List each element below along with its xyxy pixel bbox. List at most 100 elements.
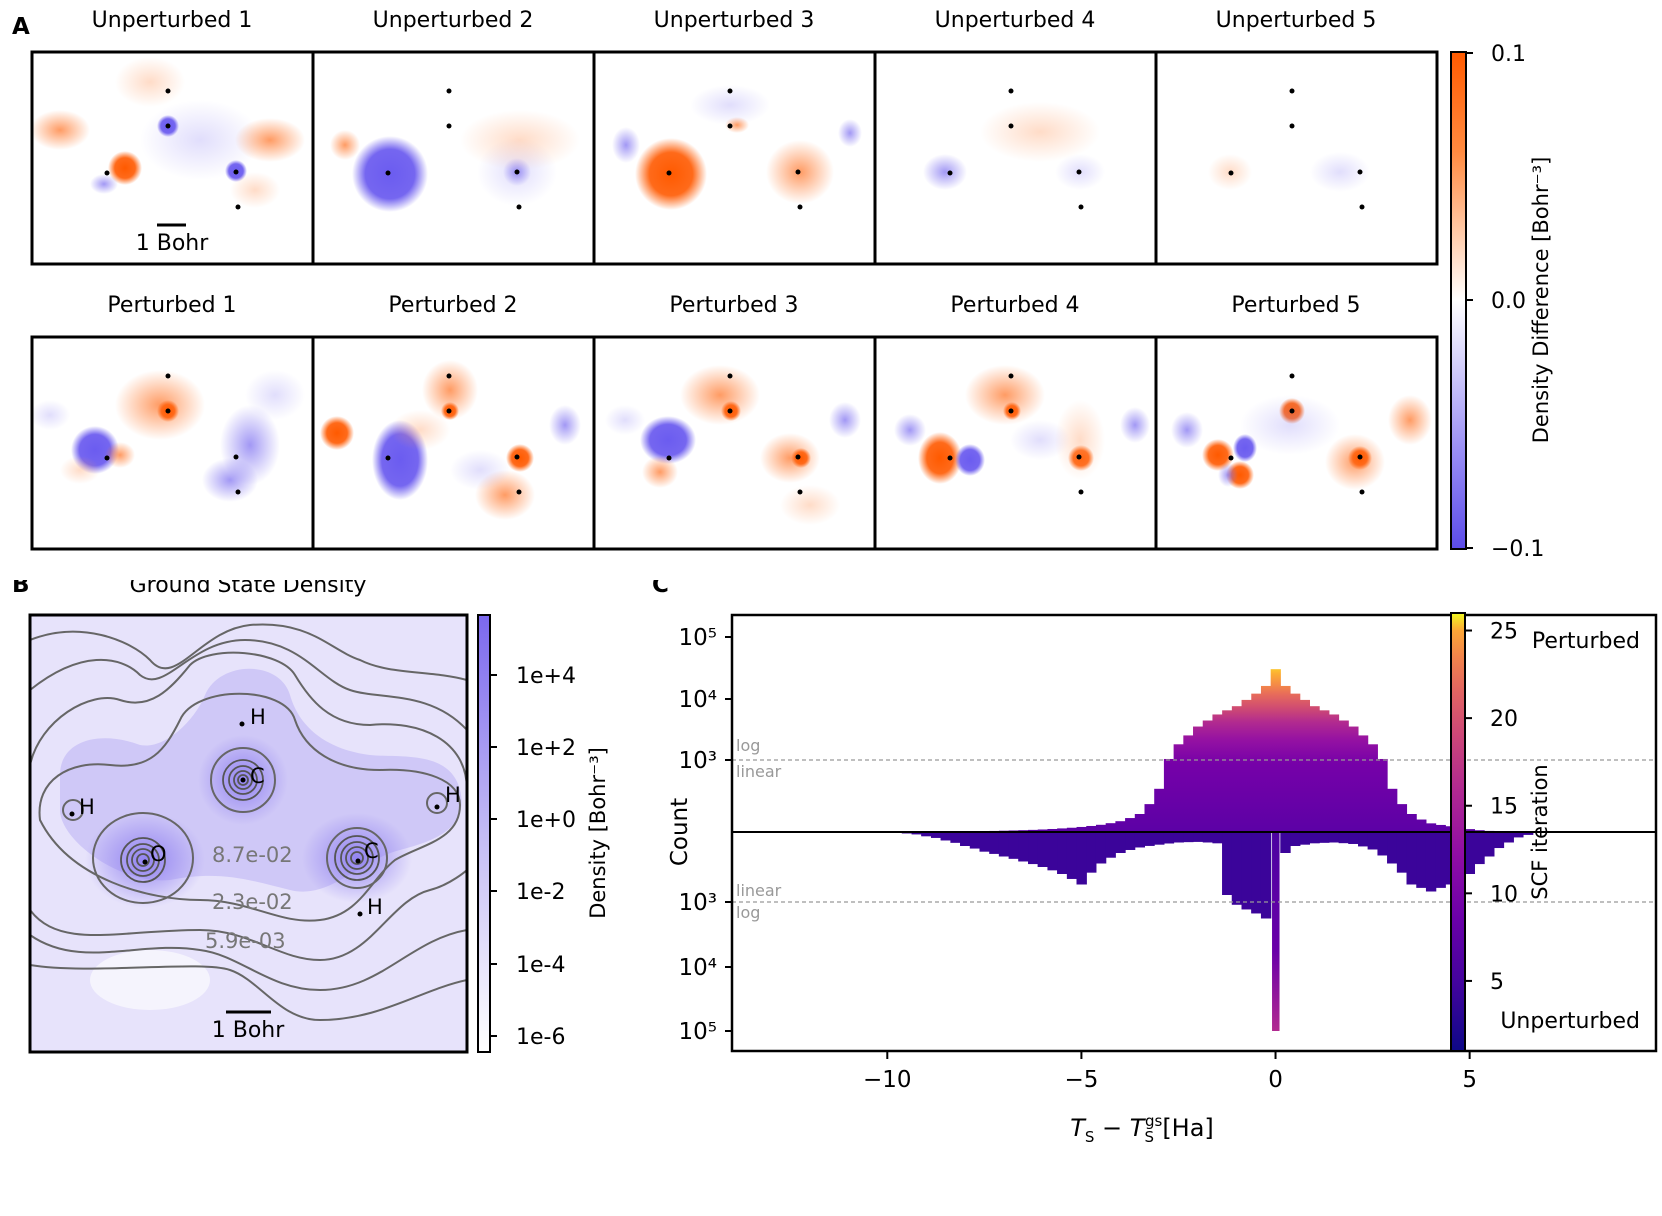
scale-label-bottom-linear: linear bbox=[736, 881, 782, 900]
atom-dot bbox=[666, 455, 672, 461]
contour-label-2: 2.3e-02 bbox=[212, 890, 293, 914]
perturbed-title-3: Perturbed 3 bbox=[669, 293, 798, 318]
x-tick-label: −10 bbox=[863, 1067, 912, 1093]
scale-label-top-linear: linear bbox=[736, 762, 782, 781]
perturbed-bar bbox=[1047, 828, 1058, 832]
density-difference-colorbar bbox=[1450, 51, 1467, 550]
unperturbed-bar bbox=[1425, 832, 1437, 892]
panel-a: A Unperturbed 1 Unperturbed 2 Unperturbe… bbox=[12, 8, 1553, 562]
unperturbed-bar bbox=[1290, 832, 1301, 846]
atom-dot bbox=[795, 169, 801, 175]
unperturbed-map-4 bbox=[923, 102, 1105, 190]
atom-dot bbox=[1008, 123, 1014, 129]
unperturbed-bar bbox=[1377, 832, 1388, 856]
y-tick-bottom-1e4: 10⁴ bbox=[679, 955, 718, 981]
y-tick-bottom-1e5: 10⁵ bbox=[679, 1019, 718, 1045]
x-tick-label: 0 bbox=[1268, 1067, 1283, 1093]
annotation-unperturbed: Unperturbed bbox=[1500, 1009, 1640, 1034]
colorbar-label: Density Difference [Bohr⁻³] bbox=[1529, 157, 1553, 444]
unperturbed-bar bbox=[1338, 832, 1349, 844]
molecule-atoms: H C H H O C H bbox=[69, 705, 461, 919]
atom-dot bbox=[1359, 204, 1365, 210]
y-tick-top-1e3: 10³ bbox=[679, 748, 718, 774]
atom-dot bbox=[514, 169, 520, 175]
atom-label-h1: H bbox=[250, 705, 266, 729]
atom-label-c1: C bbox=[250, 764, 265, 788]
atom-dot bbox=[1078, 204, 1084, 210]
atom-dot bbox=[446, 123, 452, 129]
y-tick-top-1e5: 10⁵ bbox=[679, 625, 718, 651]
perturbed-bar bbox=[1202, 720, 1213, 832]
unperturbed-bar bbox=[940, 832, 951, 841]
unperturbed-bar bbox=[1202, 832, 1213, 843]
panel-b: B Ground State Density bbox=[12, 580, 610, 1054]
perturbed-bar bbox=[1086, 825, 1097, 832]
atom-dot bbox=[233, 454, 239, 460]
panel-c: C log linear linear log 10⁵ 10⁴ 10³ 10³ … bbox=[652, 580, 1658, 1146]
density-map bbox=[30, 615, 467, 1052]
panel-b-label: B bbox=[12, 580, 30, 598]
perturbed-bar bbox=[1425, 823, 1437, 832]
atom-dot bbox=[446, 373, 452, 379]
unperturbed-bar bbox=[1358, 832, 1369, 847]
atom-dot bbox=[446, 408, 452, 414]
atom-dot bbox=[104, 455, 110, 461]
unperturbed-bar bbox=[950, 832, 961, 843]
unperturbed-bar bbox=[1523, 832, 1534, 835]
unperturbed-bar bbox=[1173, 832, 1184, 843]
density-tick-1: 1e+4 bbox=[516, 664, 576, 689]
unperturbed-bar bbox=[1125, 832, 1136, 850]
perturbed-bar bbox=[1396, 804, 1408, 832]
perturbed-title-1: Perturbed 1 bbox=[107, 293, 236, 318]
perturbed-bar bbox=[1435, 824, 1446, 832]
x-axis-label-rendered: TS − TSgs[Ha] bbox=[1070, 1112, 1214, 1146]
scf-tick-label: 20 bbox=[1490, 707, 1518, 732]
unperturbed-bar bbox=[1144, 832, 1155, 846]
unperturbed-bar bbox=[1095, 832, 1107, 864]
scale-bar-label: 1 Bohr bbox=[136, 231, 209, 256]
density-tick-4: 1e-2 bbox=[516, 880, 565, 905]
y-tick-labels: 10⁵ 10⁴ 10³ 10³ 10⁴ 10⁵ bbox=[679, 625, 718, 1045]
atom-dot bbox=[727, 373, 733, 379]
perturbed-bar bbox=[1280, 685, 1291, 832]
perturbed-bar bbox=[1095, 824, 1107, 832]
unperturbed-bar bbox=[1406, 832, 1417, 885]
unperturbed-bar bbox=[989, 832, 1000, 854]
unperturbed-bar bbox=[1028, 832, 1039, 865]
perturbed-bar bbox=[1144, 804, 1155, 832]
atom-dot bbox=[727, 88, 733, 94]
unperturbed-bar bbox=[1503, 832, 1514, 843]
perturbed-title-5: Perturbed 5 bbox=[1231, 293, 1360, 318]
perturbed-bar bbox=[1134, 814, 1145, 832]
perturbed-bar bbox=[1367, 744, 1378, 832]
unperturbed-bar bbox=[1037, 832, 1048, 867]
atom-dot bbox=[1289, 408, 1295, 414]
y-tick-bottom-1e3: 10³ bbox=[679, 890, 718, 916]
atom-dot bbox=[1289, 373, 1295, 379]
perturbed-map-3 bbox=[605, 365, 861, 525]
unperturbed-bar bbox=[930, 832, 942, 838]
unperturbed-bar bbox=[969, 832, 980, 849]
histogram bbox=[901, 669, 1534, 1031]
perturbed-bar bbox=[1066, 827, 1078, 832]
perturbed-bar bbox=[1212, 714, 1223, 832]
unperturbed-bar bbox=[921, 832, 932, 837]
atom-dot bbox=[165, 88, 171, 94]
unperturbed-bar bbox=[1464, 832, 1475, 874]
perturbed-bar bbox=[1231, 706, 1243, 832]
unperturbed-title-1: Unperturbed 1 bbox=[92, 8, 253, 33]
contour-label-3: 5.9e-03 bbox=[205, 929, 286, 953]
unperturbed-bar bbox=[1154, 832, 1165, 845]
unperturbed-bar bbox=[960, 832, 971, 846]
atom-dot bbox=[1008, 408, 1014, 414]
perturbed-title-4: Perturbed 4 bbox=[950, 293, 1079, 318]
perturbed-bar bbox=[1309, 706, 1320, 832]
atom-label-h4: H bbox=[367, 895, 383, 919]
colorbar-tick-zero: 0.0 bbox=[1491, 289, 1526, 314]
perturbed-map-1 bbox=[30, 370, 305, 502]
unperturbed-bar bbox=[1280, 832, 1291, 853]
atom-dot bbox=[446, 88, 452, 94]
atom-dot bbox=[1008, 373, 1014, 379]
unperturbed-bar bbox=[1241, 832, 1252, 910]
colorbar-tick-min: −0.1 bbox=[1491, 537, 1544, 562]
